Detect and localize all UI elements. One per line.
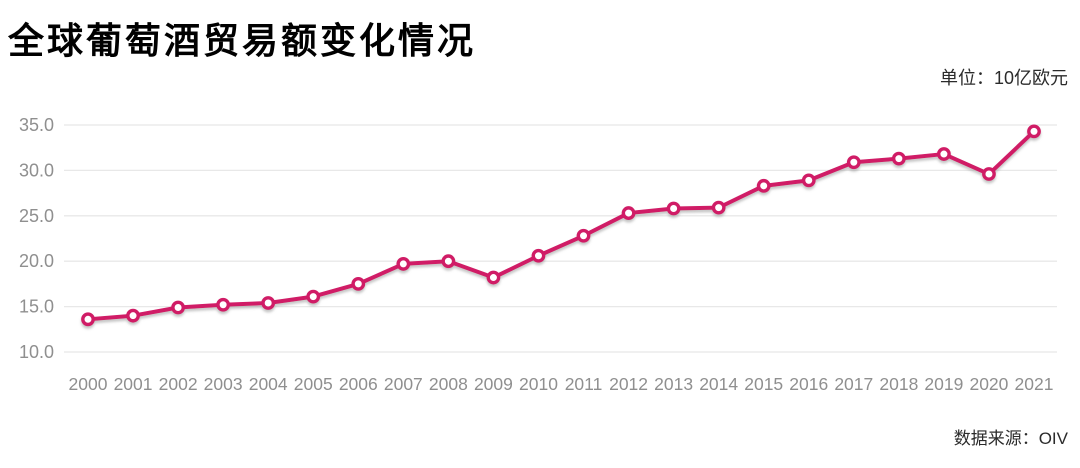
x-tick-label: 2013: [654, 374, 693, 394]
y-tick-label: 15.0: [19, 297, 54, 317]
data-point: [1027, 124, 1041, 139]
data-point: [666, 201, 681, 216]
x-tick-label: 2018: [879, 374, 918, 394]
y-tick-label: 25.0: [19, 206, 54, 226]
x-tick-label: 2014: [699, 374, 738, 394]
x-tick-label: 2001: [114, 374, 153, 394]
chart-title: 全球葡萄酒贸易额变化情况: [8, 20, 477, 61]
data-point: [756, 178, 771, 193]
data-point: [81, 312, 95, 327]
data-point: [937, 147, 951, 161]
data-point: [216, 297, 231, 312]
source-label: 数据来源：OIV: [953, 429, 1068, 448]
x-tick-label: 2019: [924, 374, 963, 394]
x-tick-label: 2007: [384, 374, 423, 394]
x-tick-label: 2002: [159, 374, 198, 394]
x-tick-label: 2021: [1015, 374, 1054, 394]
data-point: [306, 289, 321, 304]
y-tick-label: 35.0: [19, 115, 54, 135]
data-point: [711, 200, 726, 215]
x-tick-label: 2020: [969, 374, 1008, 394]
data-point: [982, 167, 996, 181]
y-axis-labels: 10.0 15.0 20.0 25.0 30.0 35.0: [19, 115, 54, 362]
x-tick-label: 2004: [249, 374, 288, 394]
x-axis-labels: 2000 2001 2002 2003 2004 2005 2006 2007 2008 2009…: [69, 374, 1054, 394]
data-point: [351, 276, 366, 291]
x-tick-label: 2005: [294, 374, 333, 394]
data-point: [801, 173, 816, 188]
data-point: [486, 270, 501, 285]
x-tick-label: 2010: [519, 374, 558, 394]
x-tick-label: 2000: [69, 374, 108, 394]
line-chart: 10.015.020.025.030.035.0 2000 2001 2002 200…: [19, 115, 1057, 394]
x-tick-label: 2008: [429, 374, 468, 394]
x-tick-label: 2011: [565, 374, 603, 394]
data-point: [441, 254, 456, 269]
data-point: [846, 155, 861, 170]
y-tick-label: 10.0: [19, 342, 54, 362]
x-tick-label: 2003: [204, 374, 243, 394]
x-tick-label: 2012: [609, 374, 648, 394]
data-point: [171, 300, 185, 315]
y-tick-label: 20.0: [19, 251, 54, 271]
data-point: [576, 228, 591, 243]
x-tick-label: 2006: [339, 374, 378, 394]
data-point: [531, 248, 546, 263]
x-tick-label: 2017: [834, 374, 873, 394]
unit-label: 单位：10亿欧元: [939, 68, 1068, 88]
x-tick-label: 2016: [789, 374, 828, 394]
series-line: [81, 124, 1041, 327]
x-tick-label: 2015: [744, 374, 783, 394]
data-point: [621, 206, 636, 220]
series-path: [86, 129, 1036, 322]
x-tick-label: 2009: [474, 374, 513, 394]
data-point: [126, 308, 140, 323]
y-tick-label: 30.0: [19, 160, 54, 180]
data-point: [261, 296, 276, 310]
data-point: [891, 151, 906, 166]
data-point: [396, 257, 411, 271]
